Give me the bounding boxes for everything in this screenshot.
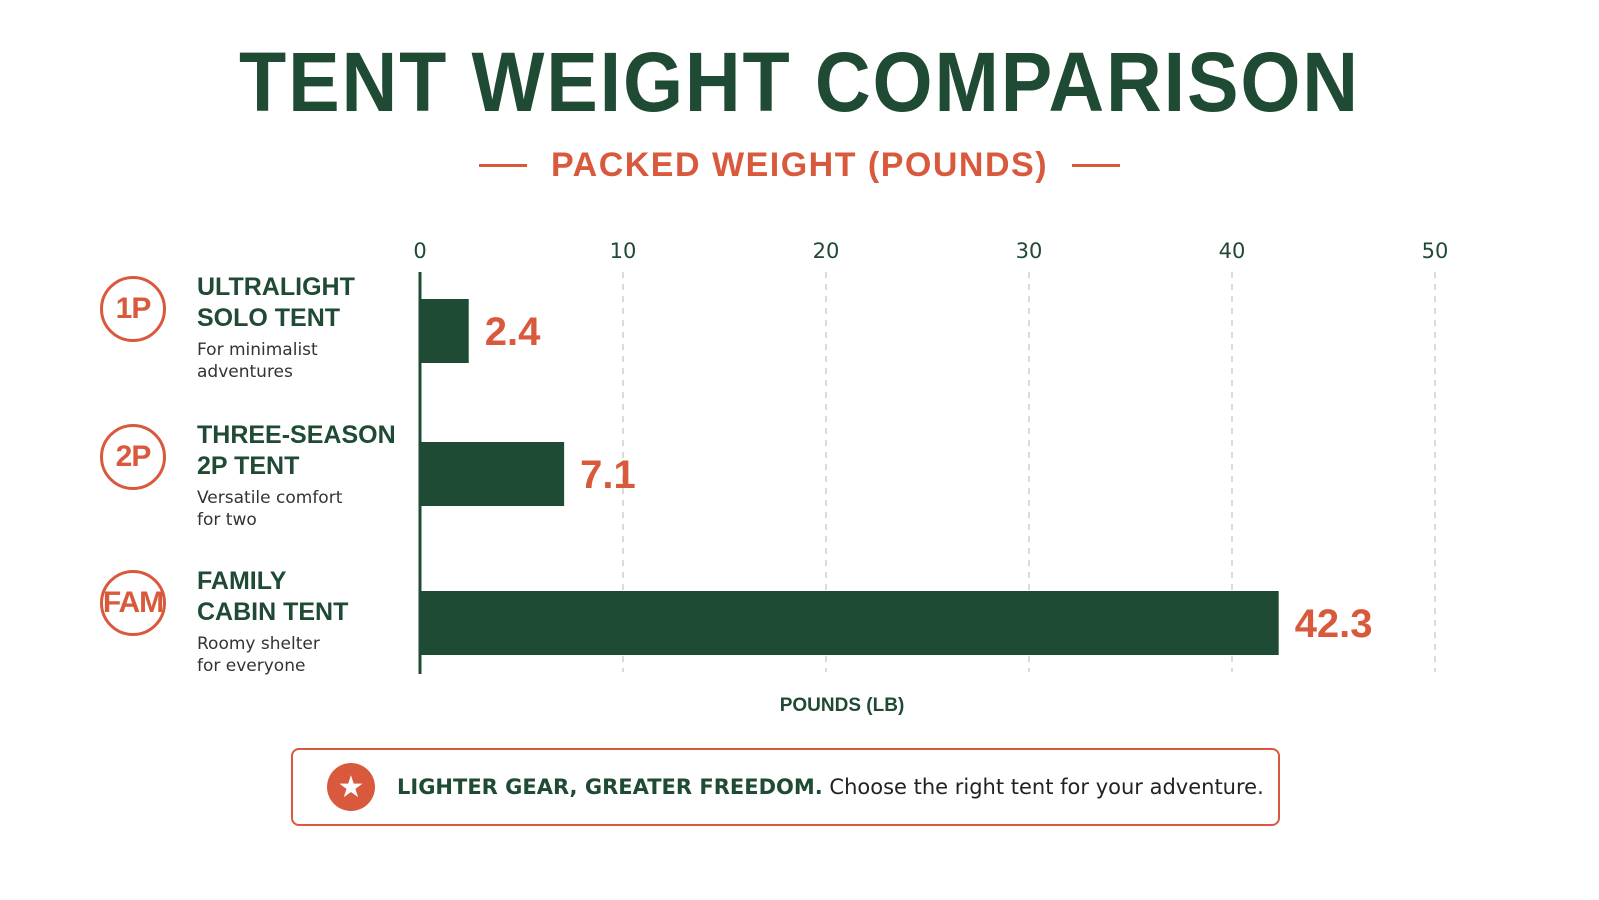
x-tick-label: 0	[413, 239, 426, 263]
badge-family: FAM	[100, 570, 166, 636]
bar-data-label: 7.1	[580, 453, 636, 497]
bar-data-label: 42.3	[1295, 602, 1373, 646]
row-description: For minimalist adventures	[197, 340, 318, 382]
x-tick-label: 10	[610, 239, 637, 263]
x-axis-title: POUNDS (LB)	[779, 695, 905, 716]
row-description: Versatile comfort for two	[197, 488, 343, 530]
x-tick-label: 50	[1422, 239, 1449, 263]
x-tick-label: 30	[1016, 239, 1043, 263]
subtitle-divider-left	[478, 164, 527, 167]
bar	[420, 299, 469, 363]
callout-text: LIGHTER GEAR, GREATER FREEDOM. Choose th…	[397, 775, 1264, 799]
chart-subtitle: PACKED WEIGHT (POUNDS)	[550, 146, 1049, 184]
subtitle-divider-right	[1072, 164, 1121, 167]
row-label-1p: 1P ULTRALIGHT SOLO TENT For minimalist a…	[100, 272, 400, 392]
row-name: ULTRALIGHT SOLO TENT	[197, 273, 355, 332]
row-label-2p: 2P THREE-SEASON 2P TENT Versatile comfor…	[100, 420, 400, 540]
row-description: Roomy shelter for everyone	[197, 634, 320, 676]
star-icon: ★	[327, 763, 375, 811]
bar-data-label: 2.4	[485, 310, 541, 354]
row-name: THREE-SEASON 2P TENT	[197, 421, 396, 480]
subtitle-row: PACKED WEIGHT (POUNDS)	[0, 146, 1599, 185]
bar	[420, 591, 1279, 655]
callout-banner: ★ LIGHTER GEAR, GREATER FREEDOM. Choose …	[291, 748, 1280, 826]
bar	[420, 442, 565, 506]
x-tick-label: 20	[813, 239, 840, 263]
x-tick-label: 40	[1219, 239, 1246, 263]
callout-headline: LIGHTER GEAR, GREATER FREEDOM.	[397, 775, 823, 799]
row-name: FAMILY CABIN TENT	[197, 567, 349, 626]
row-label-family: FAM FAMILY CABIN TENT Roomy shelter for …	[100, 566, 400, 686]
chart-title: TENT WEIGHT COMPARISON	[239, 35, 1360, 129]
callout-body: Choose the right tent for your adventure…	[822, 775, 1264, 799]
badge-2p: 2P	[100, 424, 166, 490]
badge-1p: 1P	[100, 276, 166, 342]
